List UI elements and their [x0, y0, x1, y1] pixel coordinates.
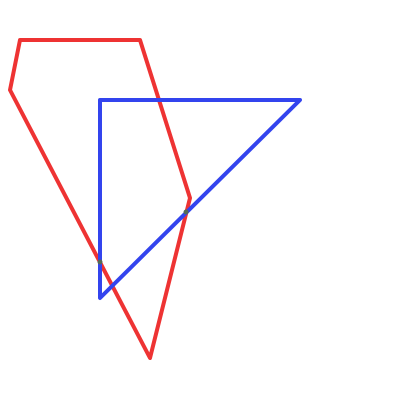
red-hexagon-outline [8, 38, 192, 360]
intersection-marker-upper [183, 209, 189, 215]
intersection-marker-lower [97, 259, 103, 265]
blue-triangle-outline [98, 98, 302, 300]
